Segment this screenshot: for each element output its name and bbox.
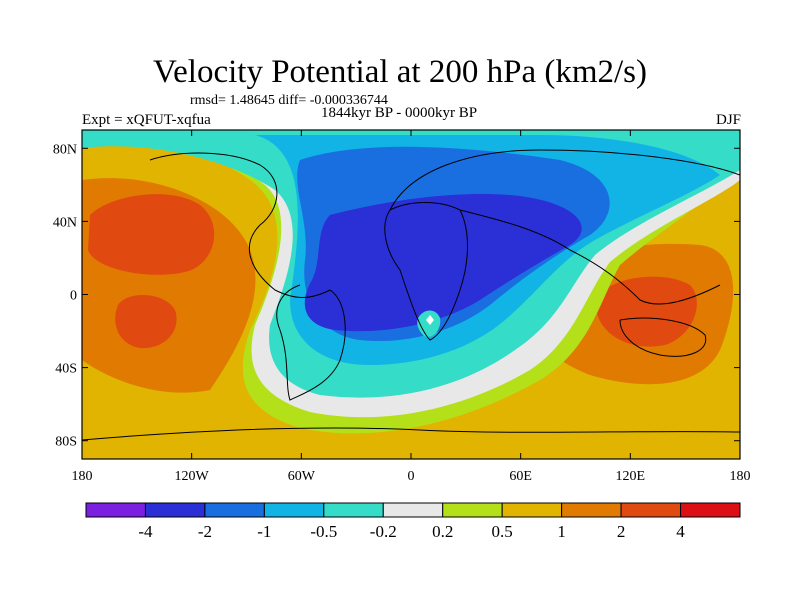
positive-core-south-pacific bbox=[115, 294, 177, 349]
colorbar-label: 2 bbox=[617, 522, 626, 541]
y-tick-label: 40N bbox=[53, 215, 77, 230]
colorbar-swatch bbox=[382, 502, 444, 518]
colorbar-label: 0.5 bbox=[492, 522, 513, 541]
x-tick-label: 60E bbox=[509, 469, 532, 484]
x-tick-label: 120W bbox=[175, 469, 210, 484]
colorbar-swatch bbox=[561, 502, 622, 518]
colorbar-label: 1 bbox=[557, 522, 566, 541]
x-tick-label: 180 bbox=[730, 469, 751, 484]
colorbar-swatch bbox=[85, 502, 146, 518]
colorbar-swatch bbox=[144, 502, 206, 518]
stats-text: rmsd= 1.48645 diff= -0.000336744 bbox=[190, 93, 388, 108]
coastline-north-america bbox=[149, 152, 331, 298]
positive-core-north-pacific bbox=[88, 194, 215, 275]
coastlines bbox=[82, 149, 740, 441]
experiment-label: Expt = xQFUT-xqfua bbox=[82, 112, 211, 128]
positive-core-maritime bbox=[595, 276, 697, 347]
contour-field bbox=[82, 130, 740, 459]
colorbar-swatch bbox=[323, 502, 384, 518]
colorbar-swatch bbox=[442, 502, 503, 518]
colorbar: -4 -2 -1 -0.5 -0.2 0.2 0.5 1 2 4 bbox=[85, 502, 741, 541]
colorbar-label: -4 bbox=[138, 522, 153, 541]
coastline-south-america bbox=[276, 284, 346, 401]
x-tick-label: 60W bbox=[288, 469, 316, 484]
x-tick-label: 120E bbox=[616, 469, 646, 484]
colorbar-swatch bbox=[620, 502, 682, 518]
coastline-eurasia-north bbox=[389, 149, 740, 211]
small-feature-marker bbox=[426, 315, 434, 325]
coastline-australia bbox=[619, 317, 707, 357]
colorbar-label: -0.5 bbox=[310, 522, 337, 541]
colorbar-swatch bbox=[204, 502, 265, 518]
period-text: 1844kyr BP - 0000kyr BP bbox=[321, 105, 478, 121]
y-tick-label: 40S bbox=[55, 362, 77, 377]
colorbar-label: 0.2 bbox=[432, 522, 453, 541]
colorbar-swatch bbox=[680, 502, 741, 518]
colorbar-label: -1 bbox=[257, 522, 271, 541]
x-tick-label: 0 bbox=[408, 469, 415, 484]
season-label: DJF bbox=[715, 112, 741, 128]
coastline-asia-south bbox=[459, 209, 721, 305]
colorbar-label: -0.2 bbox=[370, 522, 397, 541]
y-axis: 80N 40N 0 40S 80S bbox=[53, 142, 740, 450]
colorbar-label: 4 bbox=[676, 522, 685, 541]
coastline-africa bbox=[384, 202, 468, 341]
x-tick-label: 180 bbox=[72, 469, 93, 484]
coastline-antarctica bbox=[82, 427, 740, 441]
y-tick-label: 80N bbox=[53, 142, 77, 157]
colorbar-swatch bbox=[263, 502, 325, 518]
colorbar-label: -2 bbox=[198, 522, 212, 541]
negative-core bbox=[304, 194, 582, 332]
y-tick-label: 80S bbox=[55, 435, 77, 450]
x-axis: 180 120W 60W 0 60E 120E 180 bbox=[72, 130, 751, 484]
chart-title: Velocity Potential at 200 hPa (km2/s) bbox=[152, 54, 648, 90]
colorbar-swatch bbox=[501, 502, 563, 518]
y-tick-label: 0 bbox=[70, 289, 77, 304]
